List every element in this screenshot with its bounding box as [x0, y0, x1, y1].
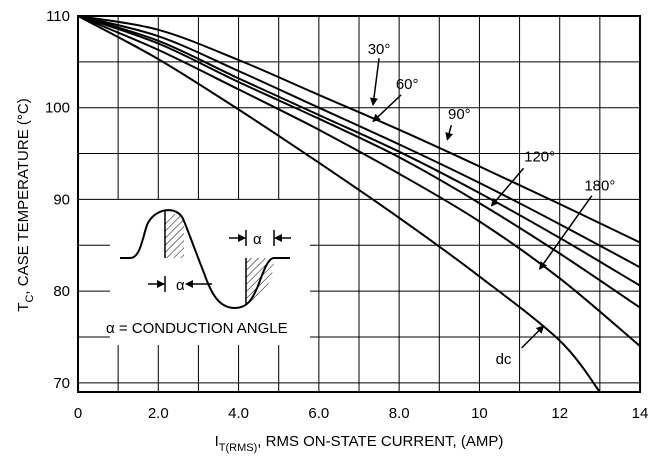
y-tick-label: 100 — [45, 100, 70, 117]
inset-alpha-bottom-label: α — [176, 277, 185, 294]
series-line — [77, 15, 641, 244]
x-axis-title: IT(RMS), RMS ON-STATE CURRENT, (AMP) — [215, 433, 504, 454]
inset-waveform — [120, 209, 290, 310]
curve-label: 120° — [524, 148, 555, 165]
x-tick-label: 8.0 — [389, 405, 410, 422]
x-tick-label: 0 — [74, 405, 82, 422]
x-tick-label: 14 — [632, 405, 649, 422]
x-axis-title-sub: T(RMS) — [219, 442, 258, 454]
x-tick-label: 2.0 — [148, 405, 169, 422]
series-line — [77, 15, 641, 269]
conduction-angle-inset: α α α = CONDUCTION ANGLE — [106, 200, 310, 345]
x-tick-label: 10 — [471, 405, 488, 422]
curve-label: 180° — [584, 178, 615, 195]
curve-labels: 30° 60° 90° 120° 180° dc — [368, 41, 616, 368]
y-tick-label: 80 — [53, 283, 70, 300]
curve-label: 90° — [448, 106, 471, 123]
curve-label-pointer — [490, 167, 525, 207]
x-tick-label: 6.0 — [308, 405, 329, 422]
inset-hatched-positive — [165, 213, 184, 258]
inset-background — [110, 200, 310, 345]
series-line — [77, 15, 641, 287]
y-axis-title-sub: C — [24, 295, 36, 303]
curve-label-pointers — [369, 58, 593, 349]
curve-label-pointer — [445, 124, 454, 141]
plot-frame — [77, 15, 641, 393]
x-axis-title-rest: , RMS ON-STATE CURRENT, (AMP) — [257, 433, 503, 450]
series-group — [77, 15, 641, 393]
inset-alpha-top-label: α — [253, 231, 262, 248]
y-axis-title: TC, CASE TEMPERATURE (°C) — [15, 98, 36, 311]
x-tick-label: 12 — [551, 405, 568, 422]
y-tick-label: 70 — [53, 375, 70, 392]
curve-label-pointer — [372, 94, 402, 123]
y-axis-title-rest: , CASE TEMPERATURE (°C) — [15, 98, 32, 294]
curve-label-pointer — [521, 325, 545, 349]
x-axis-title-main: I — [215, 433, 219, 450]
y-tick-label: 110 — [46, 8, 70, 25]
y-tick-labels: 70 80 90 100 110 — [45, 8, 70, 392]
series-line — [77, 15, 641, 347]
curve-label: dc — [496, 351, 512, 368]
y-tick-label: 90 — [53, 191, 70, 208]
series-line — [77, 15, 601, 393]
curve-label: 30° — [368, 41, 391, 58]
curve-label-pointer — [539, 195, 593, 270]
x-tick-labels: 0 2.0 4.0 6.0 8.0 10 12 14 — [74, 405, 649, 422]
inset-caption: α = CONDUCTION ANGLE — [106, 320, 288, 337]
curve-label: 60° — [396, 76, 419, 93]
x-tick-label: 4.0 — [228, 405, 249, 422]
y-axis-title-main: T — [15, 303, 32, 312]
curve-label-pointer — [369, 58, 380, 106]
series-line — [77, 15, 641, 309]
